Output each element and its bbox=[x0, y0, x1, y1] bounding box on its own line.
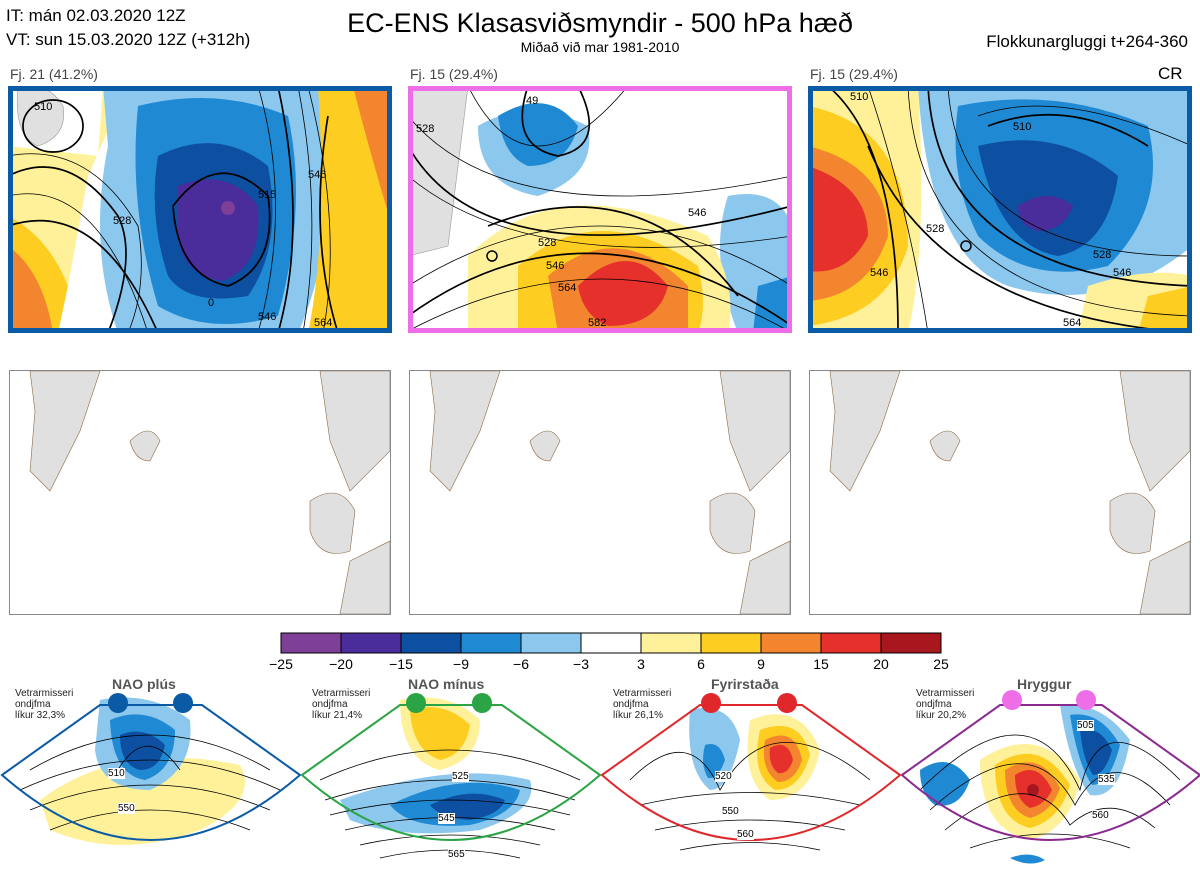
regime-nao-minus-name: NAO mínus bbox=[408, 676, 485, 692]
cluster-2-caption: Fj. 15 (29.4%) bbox=[410, 66, 498, 82]
contour-label: 546 bbox=[546, 260, 564, 272]
colorbar-tick-label: 9 bbox=[757, 656, 765, 672]
colorbar-tick-label: 15 bbox=[813, 656, 829, 672]
regime-contour-label: 550 bbox=[118, 803, 135, 814]
colorbar-cell bbox=[760, 632, 822, 654]
contour-label: 510 bbox=[850, 91, 868, 103]
contour-label: 0 bbox=[208, 297, 214, 309]
cluster-3-tag: CR bbox=[1158, 64, 1183, 83]
regime-marker-dot bbox=[701, 693, 721, 713]
cluster-1-caption: Fj. 21 (41.2%) bbox=[10, 66, 98, 82]
colorbar-tick-label: −3 bbox=[573, 656, 589, 672]
colorbar-tick-label: −15 bbox=[389, 656, 413, 672]
colorbar-cell bbox=[280, 632, 342, 654]
contour-label: 49 bbox=[526, 95, 538, 107]
colorbar-cell bbox=[880, 632, 942, 654]
cluster-3-caption: Fj. 15 (29.4%) bbox=[810, 66, 898, 82]
contour-label: 528 bbox=[1093, 249, 1111, 261]
contour-label: 564 bbox=[558, 282, 576, 294]
regime-maps bbox=[0, 697, 1200, 864]
regime-marker-dot bbox=[1002, 690, 1022, 710]
empty-map-1 bbox=[9, 370, 391, 615]
valid-time-line: VT: sun 15.03.2020 12Z (+312h) bbox=[6, 30, 251, 49]
regime-marker-dot bbox=[173, 693, 193, 713]
contour-label: 546 bbox=[1113, 267, 1131, 279]
regime-blocking-name: Fyrirstaða bbox=[711, 676, 779, 692]
init-time-line: IT: mán 02.03.2020 12Z bbox=[6, 6, 186, 25]
regime-contour-label: 520 bbox=[715, 771, 732, 782]
colorbar-cell bbox=[460, 632, 522, 654]
regime-contour-label: 545 bbox=[438, 813, 455, 824]
contour-label: 546 bbox=[870, 267, 888, 279]
regime-contour-label: 560 bbox=[1092, 810, 1109, 821]
colorbar-cell bbox=[820, 632, 882, 654]
regime-nao-plus-map bbox=[0, 697, 302, 845]
regime-contour-label: 510 bbox=[108, 768, 125, 779]
colorbar-tick-label: −6 bbox=[513, 656, 529, 672]
colorbar-cell bbox=[400, 632, 462, 654]
cluster-2-map: 528 546 564 582 528 546 49 bbox=[408, 86, 792, 333]
regime-ridge-note: Vetrarmisseri ondjfma líkur 20,2% bbox=[916, 688, 975, 721]
regime-marker-dot bbox=[108, 693, 128, 713]
contour-label: 528 bbox=[416, 123, 434, 135]
regime-marker-dot bbox=[406, 693, 426, 713]
colorbar-tick-label: −25 bbox=[269, 656, 293, 672]
regime-contour-label: 560 bbox=[737, 829, 754, 840]
regime-blocking-note: Vetrarmisseri ondjfma líkur 26,1% bbox=[613, 688, 672, 721]
contour-label: 510 bbox=[1013, 121, 1031, 133]
colorbar-tick-label: −9 bbox=[453, 656, 469, 672]
colorbar-cell bbox=[520, 632, 582, 654]
colorbar-cell bbox=[340, 632, 402, 654]
cluster-1-map: 510 528 515 546 564 546 0 bbox=[8, 86, 392, 333]
colorbar-tick-label: 3 bbox=[637, 656, 645, 672]
contour-label: 582 bbox=[588, 317, 606, 329]
anomaly-colorbar bbox=[280, 632, 942, 654]
contour-label: 546 bbox=[308, 169, 326, 181]
contour-label: 515 bbox=[258, 189, 276, 201]
contour-label: 528 bbox=[926, 223, 944, 235]
regime-nao-plus-note: Vetrarmisseri ondjfma líkur 32,3% bbox=[15, 688, 74, 721]
contour-label: 546 bbox=[688, 207, 706, 219]
colorbar-tick-label: 25 bbox=[933, 656, 949, 672]
regime-marker-dot bbox=[777, 693, 797, 713]
climate-reference: Miðað við mar 1981-2010 bbox=[520, 39, 680, 55]
page-title: EC-ENS Klasasviðsmyndir - 500 hPa hæð bbox=[347, 8, 853, 38]
empty-map-2 bbox=[409, 370, 791, 615]
contour-label: 528 bbox=[538, 237, 556, 249]
regime-contour-label: 535 bbox=[1098, 774, 1115, 785]
regime-marker-dot bbox=[472, 693, 492, 713]
regime-nao-minus-note: Vetrarmisseri ondjfma líkur 21,4% bbox=[312, 688, 371, 721]
contour-label: 546 bbox=[258, 311, 276, 323]
colorbar-tick-label: −20 bbox=[329, 656, 353, 672]
contour-label: 510 bbox=[34, 101, 52, 113]
regime-ridge-map bbox=[900, 704, 1200, 864]
colorbar-cell bbox=[640, 632, 702, 654]
contour-label: 564 bbox=[314, 317, 332, 329]
colorbar-cell bbox=[700, 632, 762, 654]
regime-contour-label: 550 bbox=[722, 806, 739, 817]
empty-map-3 bbox=[809, 370, 1191, 615]
regime-contour-label: 565 bbox=[448, 849, 465, 860]
regime-contour-label: 525 bbox=[452, 771, 469, 782]
colorbar-tick-label: 6 bbox=[697, 656, 705, 672]
contour-label: 564 bbox=[1063, 317, 1081, 329]
regime-nao-plus-name: NAO plús bbox=[112, 676, 176, 692]
contour-label: 528 bbox=[113, 215, 131, 227]
regime-contour-label: 505 bbox=[1077, 720, 1094, 731]
cluster-3-map: 510 528 546 528 546 564 510 bbox=[808, 86, 1192, 333]
regime-marker-dot bbox=[1076, 690, 1096, 710]
classification-window: Flokkunargluggi t+264-360 bbox=[986, 32, 1188, 51]
colorbar-cell bbox=[580, 632, 642, 654]
regime-blocking-map bbox=[600, 704, 902, 851]
colorbar-tick-label: 20 bbox=[873, 656, 889, 672]
regime-nao-minus-map bbox=[300, 697, 602, 859]
regime-ridge-name: Hryggur bbox=[1017, 676, 1072, 692]
